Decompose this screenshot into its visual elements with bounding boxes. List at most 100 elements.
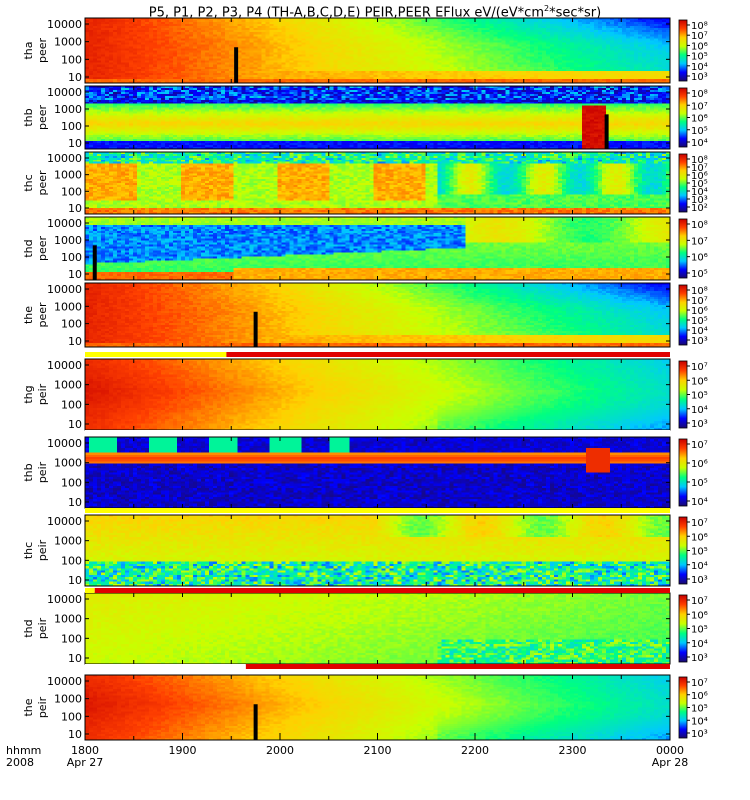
- colorbar-tick-label: 10⁵: [691, 625, 708, 636]
- spectrogram-image: [85, 593, 670, 664]
- colorbar-tick-label: 10⁶: [691, 459, 708, 470]
- colorbar-tick-label: 10⁷: [691, 101, 708, 112]
- y-tick-label: 10: [68, 202, 82, 215]
- colorbar-tick-label: 10⁸: [691, 286, 708, 297]
- panel-type-label: peir: [36, 696, 49, 718]
- y-tick-label: 1000: [54, 613, 82, 626]
- y-tick-label: 10: [68, 335, 82, 348]
- x-tick-label: 2300: [559, 744, 587, 757]
- colorbar-tick-label: 10⁸: [691, 89, 708, 100]
- colorbar-tick-label: 10⁶: [691, 114, 708, 125]
- y-tick-label: 10000: [47, 217, 82, 230]
- mode-bar-segment: [94, 588, 670, 593]
- colorbar-tick-label: 10⁴: [691, 62, 708, 73]
- y-tick-label: 100: [61, 53, 82, 66]
- colorbar: [678, 87, 688, 148]
- mode-bar: [85, 664, 670, 669]
- colorbar-tick-label: 10⁶: [691, 610, 708, 621]
- panel-type-label: peer: [36, 170, 49, 196]
- mode-bar-segment: [85, 352, 227, 357]
- colorbar: [678, 594, 688, 663]
- panel-probe-label: the: [22, 698, 35, 716]
- title-text-end: *sec*sr): [549, 5, 602, 21]
- x-tick-label: 1900: [169, 744, 197, 757]
- title-text: P5, P1, P2, P3, P4 (TH-A,B,C,D,E) PEIR,P…: [148, 5, 544, 21]
- spectrogram-image: [85, 437, 670, 508]
- panel-type-label: peir: [36, 539, 49, 561]
- y-tick-label: 10000: [47, 437, 82, 450]
- mode-bar-segment: [85, 664, 246, 669]
- colorbar-tick-label: 10²: [691, 203, 708, 214]
- colorbar-tick-label: 10⁷: [691, 596, 708, 607]
- figure-title: P5, P1, P2, P3, P4 (TH-A,B,C,D,E) PEIR,P…: [0, 0, 750, 22]
- colorbar: [678, 218, 688, 279]
- y-tick-label: 10: [68, 496, 82, 509]
- colorbar-tick-label: 10⁶: [691, 171, 708, 182]
- panel-type-label: peer: [36, 236, 49, 262]
- y-tick-label: 100: [61, 251, 82, 264]
- y-tick-label: 1000: [54, 535, 82, 548]
- spectrogram-image: [85, 152, 670, 214]
- y-tick-label: 100: [61, 185, 82, 198]
- colorbar-tick-label: 10⁸: [691, 21, 708, 32]
- colorbar: [678, 284, 688, 346]
- colorbar-tick-label: 10⁶: [691, 532, 708, 543]
- colorbar-tick-label: 10⁷: [691, 236, 708, 247]
- mode-bar-segment: [85, 508, 670, 513]
- colorbar-tick-label: 10⁶: [691, 41, 708, 52]
- colorbar-tick-label: 10⁸: [691, 155, 708, 166]
- panel-thg-peir: 10000 1000 100 10 thg peir 10⁷ 10⁶ 10⁵ 10⁴ 10³: [22, 358, 708, 431]
- panel-type-label: peir: [36, 617, 49, 639]
- panel-thc-peer: 10000 1000 100 10 thc peer 10⁸10⁷10⁶10⁵10⁴10³1…: [22, 151, 708, 215]
- panel-type-label: peer: [36, 302, 49, 328]
- y-tick-label: 10: [68, 652, 82, 665]
- title-superscript: 2: [543, 4, 550, 13]
- colorbar-tick-label: 10³: [691, 575, 708, 586]
- y-tick-label: 10000: [47, 152, 82, 165]
- colorbar-tick-label: 10⁵: [691, 179, 708, 190]
- colorbar-tick-label: 10⁴: [691, 326, 708, 337]
- y-tick-label: 100: [61, 398, 82, 411]
- mode-bar-segment: [245, 664, 670, 669]
- y-tick-label: 10000: [47, 359, 82, 372]
- colorbar-tick-label: 10⁴: [691, 497, 708, 508]
- colorbar-tick-label: 10⁵: [691, 269, 708, 280]
- mode-bar-segment: [226, 352, 670, 357]
- colorbar-tick-label: 10⁴: [691, 561, 708, 572]
- colorbar: [678, 516, 688, 585]
- x-tick-label: 0000: [656, 744, 684, 757]
- y-tick-label: 100: [61, 554, 82, 567]
- y-tick-label: 1000: [54, 103, 82, 116]
- x-row-label: hhmm: [6, 744, 41, 757]
- spectrogram-image: [85, 515, 670, 586]
- y-tick-label: 1000: [54, 379, 82, 392]
- data-gap-mark: [253, 311, 258, 347]
- colorbar-tick-label: 10⁴: [691, 405, 708, 416]
- panel-probe-label: thc: [22, 542, 35, 559]
- panel-thb-peir: 10000 1000 100 10 thb peir 10⁷ 10⁶ 10⁵ 10⁴: [22, 436, 708, 509]
- y-tick-label: 10: [68, 574, 82, 587]
- colorbar-tick-label: 10⁵: [691, 52, 708, 63]
- data-gap-mark: [253, 704, 258, 740]
- colorbar-tick-label: 10⁷: [691, 518, 708, 529]
- y-tick-label: 1000: [54, 693, 82, 706]
- spectrogram-image: [85, 283, 670, 347]
- spectrogram-image: [85, 675, 670, 740]
- colorbar: [678, 676, 688, 739]
- y-tick-label: 10: [68, 71, 82, 84]
- panel-type-label: peer: [36, 38, 49, 64]
- spectrogram-image: [85, 18, 670, 83]
- spectrogram-image: [85, 86, 670, 149]
- panel-probe-label: thg: [22, 385, 35, 403]
- mode-bar: [85, 588, 670, 593]
- panel-probe-label: thc: [22, 174, 35, 191]
- colorbar-tick-label: 10⁴: [691, 187, 708, 198]
- panel-probe-label: thb: [22, 463, 35, 481]
- colorbar-tick-label: 10⁷: [691, 31, 708, 42]
- colorbar-tick-label: 10⁶: [691, 691, 708, 702]
- panel-probe-label: thb: [22, 108, 35, 126]
- y-tick-label: 10000: [47, 675, 82, 688]
- x-tick-label: 2100: [364, 744, 392, 757]
